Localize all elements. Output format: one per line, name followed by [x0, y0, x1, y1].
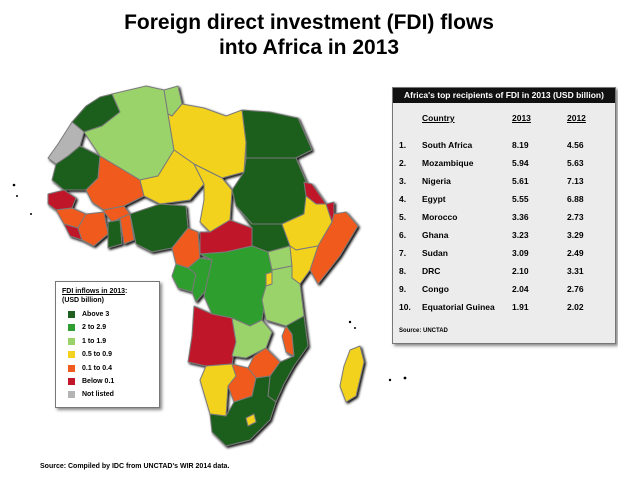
table-row: 3. Nigeria 5.61 7.13 [393, 176, 615, 190]
legend-label: Below 0.1 [82, 378, 115, 385]
island-cape-verde [12, 183, 16, 187]
island-comoros [348, 320, 352, 324]
column-header-2012: 2012 [567, 113, 586, 123]
country-ghana [107, 219, 123, 249]
value-2012: 2.02 [567, 302, 584, 312]
top-recipients-table: Africa's top recipients of FDI in 2013 (… [392, 87, 616, 344]
value-2013: 2.04 [512, 284, 529, 294]
table-row: 8. DRC 2.10 3.31 [393, 266, 615, 280]
table-row: 1. South Africa 8.19 4.56 [393, 140, 615, 154]
map-title-line1: Foreign direct investment (FDI) flows [124, 11, 494, 34]
country-name: South Africa [422, 140, 473, 150]
legend-swatch-not-listed [68, 391, 75, 398]
table-row: 5. Morocco 3.36 2.73 [393, 212, 615, 226]
column-header-2013: 2013 [512, 113, 531, 123]
value-2013: 3.09 [512, 248, 529, 258]
island-mauritius [388, 378, 392, 382]
country-somalia [309, 211, 359, 285]
value-2012: 5.63 [567, 158, 584, 168]
rank: 8. [399, 266, 407, 276]
rank: 1. [399, 140, 407, 150]
legend-swatch-1-to-1-9 [68, 338, 75, 345]
legend-label: 1 to 1.9 [82, 338, 107, 345]
country-name: DRC [422, 266, 441, 276]
table-row: 10. Equatorial Guinea 1.91 2.02 [393, 302, 615, 316]
value-2012: 2.73 [567, 212, 584, 222]
country-madagascar [339, 345, 365, 403]
column-header-country: Country [422, 113, 455, 123]
value-2012: 4.56 [567, 140, 584, 150]
country-libya [167, 103, 247, 179]
legend-label: Above 3 [82, 311, 110, 318]
table-source: Source: UNCTAD [399, 328, 448, 334]
legend-label: 0.5 to 0.9 [82, 351, 112, 358]
value-2013: 5.94 [512, 158, 529, 168]
legend-title-line1: FDI inflows in 2013 [62, 288, 126, 295]
country-congo [187, 257, 213, 303]
map-title-line2: into Africa in 2013 [218, 36, 400, 59]
country-egypt [241, 109, 313, 159]
country-senegal [47, 189, 77, 211]
legend-swatch-below-0-1 [68, 378, 75, 385]
legend-swatch-0-5-to-0-9 [68, 351, 75, 358]
value-2013: 1.91 [512, 302, 529, 312]
rank: 9. [399, 284, 407, 294]
map-legend: FDI inflows in 2013: (USD billion) Above… [55, 281, 160, 408]
country-name: Ghana [422, 230, 449, 240]
country-name: Mozambique [422, 158, 474, 168]
value-2013: 5.61 [512, 176, 529, 186]
value-2013: 3.23 [512, 230, 529, 240]
table-row: 2. Mozambique 5.94 5.63 [393, 158, 615, 172]
legend-title-colon: : [125, 288, 128, 295]
value-2013: 8.19 [512, 140, 529, 150]
table-row: 4. Egypt 5.55 6.88 [393, 194, 615, 208]
value-2013: 5.55 [512, 194, 529, 204]
country-name: Morocco [422, 212, 458, 222]
country-south-africa [209, 375, 277, 447]
map-title: Foreign direct investment (FDI) flows in… [0, 10, 618, 60]
legend-swatch-2-to-2-9 [68, 324, 75, 331]
rank: 7. [399, 248, 407, 258]
table-row: 7. Sudan 3.09 2.49 [393, 248, 615, 262]
country-name: Egypt [422, 194, 446, 204]
value-2012: 3.31 [567, 266, 584, 276]
country-name: Congo [422, 284, 449, 294]
table-row: 9. Congo 2.04 2.76 [393, 284, 615, 298]
value-2012: 2.76 [567, 284, 584, 294]
value-2012: 3.29 [567, 230, 584, 240]
rank: 3. [399, 176, 407, 186]
legend-title: FDI inflows in 2013: (USD billion) [62, 287, 127, 305]
country-name: Nigeria [422, 176, 451, 186]
country-benin [119, 213, 135, 245]
rank: 6. [399, 230, 407, 240]
rank: 5. [399, 212, 407, 222]
country-lesotho [245, 413, 257, 427]
island-comoros-2 [354, 327, 356, 329]
value-2013: 2.10 [512, 266, 529, 276]
figure-source: Source: Compiled by IDC from UNCTAD's WI… [40, 463, 230, 470]
rank: 4. [399, 194, 407, 204]
table-title: Africa's top recipients of FDI in 2013 (… [393, 88, 615, 103]
legend-label: 0.1 to 0.4 [82, 365, 112, 372]
value-2012: 2.49 [567, 248, 584, 258]
country-name: Sudan [422, 248, 448, 258]
island-cape-verde-2 [16, 195, 18, 197]
rank: 10. [399, 302, 411, 312]
value-2013: 3.36 [512, 212, 529, 222]
legend-swatch-above-3 [68, 311, 75, 318]
value-2012: 7.13 [567, 176, 584, 186]
table-row: 6. Ghana 3.23 3.29 [393, 230, 615, 244]
legend-swatch-0-1-to-0-4 [68, 365, 75, 372]
island-reunion [403, 376, 407, 380]
legend-title-line2: (USD billion) [62, 297, 104, 304]
island-bijagos [30, 213, 32, 215]
legend-label: 2 to 2.9 [82, 324, 107, 331]
value-2012: 6.88 [567, 194, 584, 204]
rank: 2. [399, 158, 407, 168]
legend-label: Not listed [82, 391, 114, 398]
country-name: Equatorial Guinea [422, 302, 495, 312]
